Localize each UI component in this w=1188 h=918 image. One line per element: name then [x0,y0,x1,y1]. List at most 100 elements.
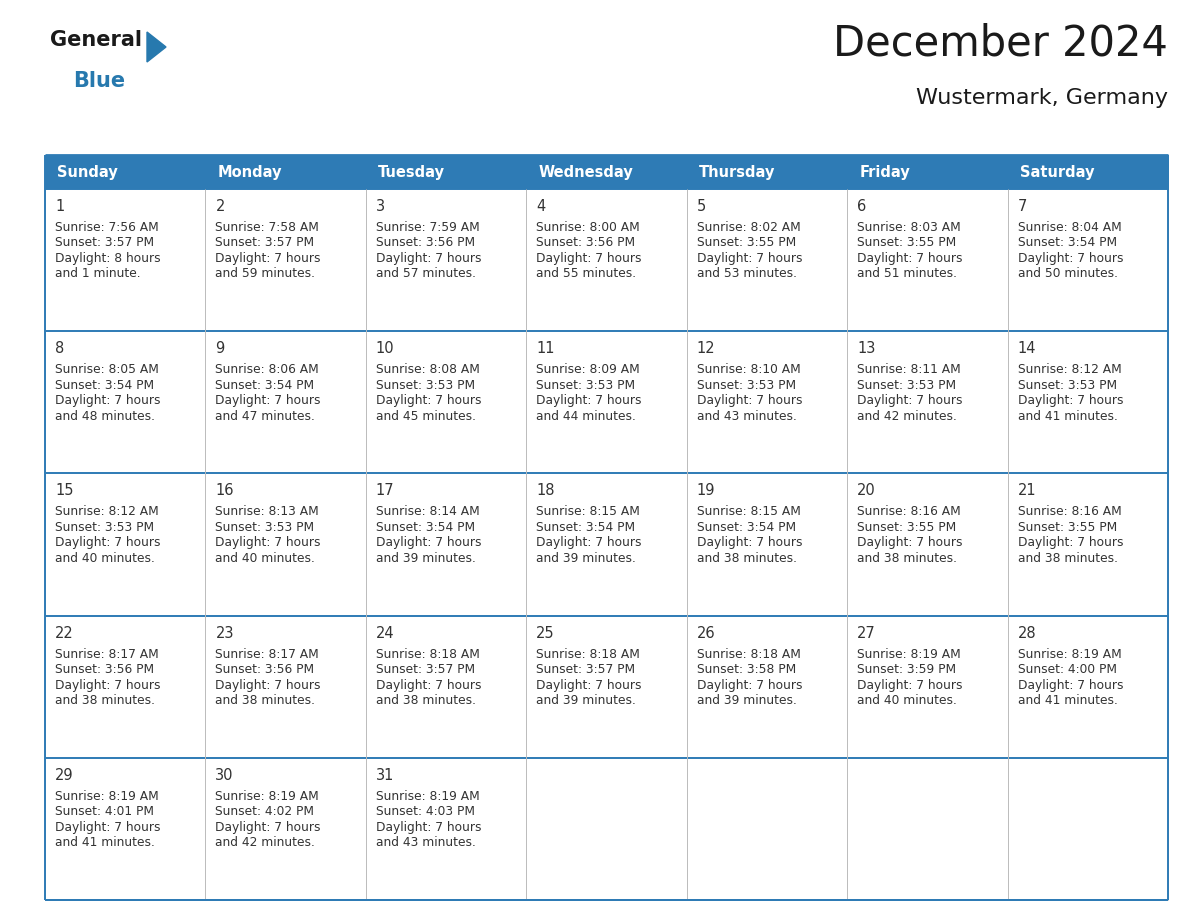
Text: Thursday: Thursday [699,164,775,180]
Text: 7: 7 [1018,199,1026,214]
Bar [526,474,687,616]
Bar [366,155,526,189]
Text: Sunset: 4:02 PM: Sunset: 4:02 PM [215,805,315,818]
Text: 8: 8 [55,341,64,356]
Text: 5: 5 [696,199,706,214]
Text: Sunset: 3:54 PM: Sunset: 3:54 PM [1018,237,1117,250]
Text: 21: 21 [1018,484,1036,498]
Bar [687,155,847,189]
Text: and 57 minutes.: and 57 minutes. [375,267,476,281]
Text: 18: 18 [536,484,555,498]
Bar [366,189,526,331]
Bar [1007,616,1168,757]
Text: Sunrise: 7:56 AM: Sunrise: 7:56 AM [55,221,159,234]
Text: General: General [50,30,143,50]
Bar [687,331,847,474]
Text: Daylight: 7 hours: Daylight: 7 hours [215,252,321,265]
Text: Sunrise: 8:09 AM: Sunrise: 8:09 AM [536,364,640,376]
Bar [687,189,847,331]
Text: 28: 28 [1018,625,1036,641]
Bar [526,155,687,189]
Text: 1: 1 [55,199,64,214]
Text: Daylight: 7 hours: Daylight: 7 hours [55,678,160,691]
Text: Daylight: 7 hours: Daylight: 7 hours [536,678,642,691]
Bar [847,189,1007,331]
Text: Sunset: 3:55 PM: Sunset: 3:55 PM [1018,521,1117,534]
Bar [1007,155,1168,189]
Text: Friday: Friday [859,164,910,180]
Bar [45,757,206,900]
Text: Sunset: 3:54 PM: Sunset: 3:54 PM [696,521,796,534]
Text: 23: 23 [215,625,234,641]
Text: Daylight: 7 hours: Daylight: 7 hours [55,536,160,549]
Text: Daylight: 7 hours: Daylight: 7 hours [375,536,481,549]
Text: 22: 22 [55,625,74,641]
Text: Sunrise: 7:58 AM: Sunrise: 7:58 AM [215,221,320,234]
Text: December 2024: December 2024 [833,22,1168,64]
Text: Daylight: 7 hours: Daylight: 7 hours [696,678,802,691]
Text: 15: 15 [55,484,74,498]
Text: Monday: Monday [217,164,282,180]
Text: 9: 9 [215,341,225,356]
Text: Sunrise: 7:59 AM: Sunrise: 7:59 AM [375,221,480,234]
Text: Daylight: 7 hours: Daylight: 7 hours [858,678,962,691]
Text: Sunrise: 8:13 AM: Sunrise: 8:13 AM [215,506,320,519]
Text: Sunrise: 8:14 AM: Sunrise: 8:14 AM [375,506,480,519]
Text: Daylight: 7 hours: Daylight: 7 hours [215,394,321,408]
Text: Daylight: 7 hours: Daylight: 7 hours [1018,536,1123,549]
Text: and 40 minutes.: and 40 minutes. [215,552,315,565]
Text: and 40 minutes.: and 40 minutes. [55,552,154,565]
Text: Sunset: 3:53 PM: Sunset: 3:53 PM [696,379,796,392]
Text: Sunset: 3:53 PM: Sunset: 3:53 PM [858,379,956,392]
Text: and 39 minutes.: and 39 minutes. [375,552,475,565]
Text: Sunrise: 8:19 AM: Sunrise: 8:19 AM [858,647,961,661]
Text: 20: 20 [858,484,876,498]
Bar [526,616,687,757]
Bar [366,757,526,900]
Text: Sunrise: 8:05 AM: Sunrise: 8:05 AM [55,364,159,376]
Text: Sunrise: 8:08 AM: Sunrise: 8:08 AM [375,364,480,376]
Text: Sunrise: 8:16 AM: Sunrise: 8:16 AM [1018,506,1121,519]
Text: Sunrise: 8:18 AM: Sunrise: 8:18 AM [536,647,640,661]
Text: and 38 minutes.: and 38 minutes. [55,694,154,707]
Text: and 44 minutes.: and 44 minutes. [536,409,636,422]
Text: Sunset: 3:55 PM: Sunset: 3:55 PM [858,521,956,534]
Text: Sunrise: 8:19 AM: Sunrise: 8:19 AM [375,789,480,803]
Text: Daylight: 7 hours: Daylight: 7 hours [858,536,962,549]
Text: Daylight: 7 hours: Daylight: 7 hours [1018,252,1123,265]
Text: Sunrise: 8:02 AM: Sunrise: 8:02 AM [696,221,801,234]
Text: Sunset: 3:54 PM: Sunset: 3:54 PM [375,521,475,534]
Text: Daylight: 7 hours: Daylight: 7 hours [1018,678,1123,691]
Text: and 43 minutes.: and 43 minutes. [696,409,797,422]
Bar [847,474,1007,616]
Bar [1007,189,1168,331]
Text: Sunrise: 8:18 AM: Sunrise: 8:18 AM [696,647,801,661]
Text: Tuesday: Tuesday [378,164,444,180]
Bar [206,474,366,616]
Text: and 45 minutes.: and 45 minutes. [375,409,476,422]
Text: 29: 29 [55,767,74,783]
Text: Daylight: 7 hours: Daylight: 7 hours [696,394,802,408]
Bar [45,155,206,189]
Bar [45,331,206,474]
Bar [206,155,366,189]
Text: and 43 minutes.: and 43 minutes. [375,836,475,849]
Text: Sunset: 3:58 PM: Sunset: 3:58 PM [696,663,796,676]
Text: Sunset: 3:53 PM: Sunset: 3:53 PM [536,379,636,392]
Text: and 41 minutes.: and 41 minutes. [1018,409,1118,422]
Text: 12: 12 [696,341,715,356]
Text: and 38 minutes.: and 38 minutes. [375,694,476,707]
Text: Daylight: 7 hours: Daylight: 7 hours [375,678,481,691]
Bar [45,189,206,331]
Text: Wustermark, Germany: Wustermark, Germany [916,88,1168,108]
Text: 24: 24 [375,625,394,641]
Text: Wednesday: Wednesday [538,164,633,180]
Text: 13: 13 [858,341,876,356]
Text: and 39 minutes.: and 39 minutes. [696,694,797,707]
Text: and 38 minutes.: and 38 minutes. [696,552,797,565]
Text: Sunrise: 8:00 AM: Sunrise: 8:00 AM [536,221,640,234]
Text: 25: 25 [536,625,555,641]
Text: and 38 minutes.: and 38 minutes. [215,694,316,707]
Text: Daylight: 7 hours: Daylight: 7 hours [375,394,481,408]
Text: Daylight: 7 hours: Daylight: 7 hours [858,394,962,408]
